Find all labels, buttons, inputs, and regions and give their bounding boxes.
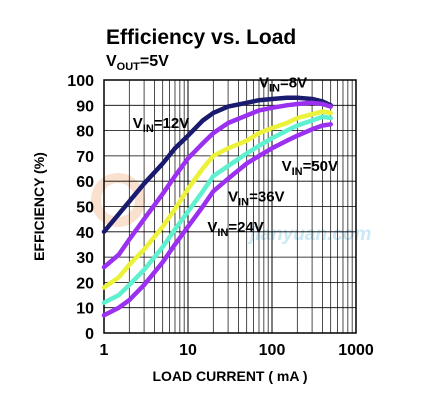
series-line-5 [101, 122, 333, 318]
series-line-2 [101, 100, 333, 270]
x-tick-label: 10 [179, 342, 197, 359]
annotation-main: V [207, 219, 217, 236]
annotation-sub: IN [238, 196, 249, 208]
y-tick-label: 40 [76, 225, 94, 242]
series-line-1 [101, 95, 333, 235]
x-tick-label: 1000 [338, 342, 374, 359]
annotation-tail: =50V [303, 158, 338, 175]
plot-frame [103, 79, 357, 334]
y-tick-label: 50 [76, 200, 94, 217]
annotation-main: V [133, 115, 143, 132]
annotation-main: V [228, 188, 238, 205]
y-tick-label: 100 [67, 73, 94, 90]
annotation-tail: =8V [280, 75, 307, 92]
watermark-text: jianyuan.com [247, 224, 372, 245]
annotation-label-1: VIN=8V [259, 75, 307, 95]
annotation-sub: IN [269, 83, 280, 95]
y-tick-label: 70 [76, 149, 94, 166]
y-axis-label: EFFICIENCY (%) [31, 152, 47, 261]
annotation-label-4: VIN=36V [228, 188, 284, 208]
x-tick-label: 1 [100, 342, 109, 359]
annotation-label-5: VIN=24V [207, 219, 263, 239]
annotation-tail: =24V [228, 219, 263, 236]
annotation-sub: IN [143, 123, 154, 135]
annotation-tail: =12V [154, 115, 189, 132]
chart-subtitle: VOUT=5V [106, 53, 169, 73]
y-tick-label: 0 [85, 326, 94, 343]
y-tick-label: 20 [76, 275, 94, 292]
x-tick-label: 100 [259, 342, 286, 359]
y-tick-label: 30 [76, 250, 94, 267]
x-axis-label: LOAD CURRENT ( mA ) [152, 368, 307, 384]
annotation-label-3: VIN=50V [282, 158, 338, 178]
chart-subtitle-tail: =5V [139, 53, 169, 70]
annotation-sub: IN [292, 166, 303, 178]
chart-subtitle-sub: OUT [116, 61, 140, 74]
chart-subtitle-main: V [106, 53, 117, 70]
series-line-4 [101, 114, 333, 305]
y-tick-label: 10 [76, 301, 94, 318]
annotation-main: V [282, 158, 292, 175]
y-tick-label: 90 [76, 98, 94, 115]
series-line-3 [101, 109, 333, 290]
y-tick-label: 60 [76, 174, 94, 191]
watermark-logo [91, 173, 145, 227]
annotation-label-2: VIN=12V [133, 115, 189, 135]
y-tick-label: 80 [76, 124, 94, 141]
annotation-sub: IN [217, 227, 228, 239]
annotation-main: V [259, 75, 269, 92]
chart-title: Efficiency vs. Load [106, 26, 297, 49]
annotation-tail: =36V [249, 188, 284, 205]
